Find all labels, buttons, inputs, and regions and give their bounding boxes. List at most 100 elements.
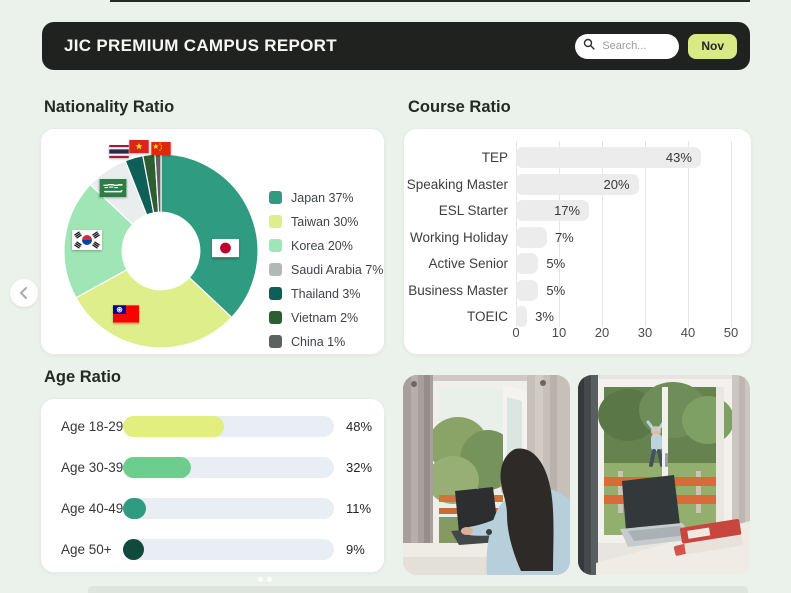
course-bar-value: 5% bbox=[546, 256, 566, 271]
age-bar-track bbox=[123, 416, 334, 437]
search-box[interactable] bbox=[575, 33, 680, 59]
thailand-flag-icon bbox=[109, 145, 129, 158]
course-bar-row: Working Holiday 7% bbox=[404, 226, 751, 248]
age-bar-fill bbox=[123, 416, 225, 437]
age-bar-track bbox=[123, 457, 334, 478]
donut-slice-taiwan bbox=[75, 268, 233, 349]
course-bar: 17% bbox=[516, 200, 590, 221]
header-bar: JIC PREMIUM CAMPUS REPORT Nov bbox=[42, 22, 750, 70]
course-bar: 43% bbox=[516, 147, 701, 168]
age-bar-fill bbox=[123, 498, 147, 519]
legend-item: Thailand 3% bbox=[269, 286, 383, 301]
chevron-left-icon bbox=[10, 287, 38, 310]
age-bar-label: Age 30-39 bbox=[61, 460, 124, 475]
age-bar-row: Age 40-49 11% bbox=[41, 498, 384, 519]
photo-window-desk-view bbox=[578, 375, 750, 575]
course-bar-value: 17% bbox=[554, 203, 581, 218]
course-bar-label: Speaking Master bbox=[406, 176, 508, 192]
month-button[interactable]: Nov bbox=[688, 33, 737, 59]
course-bar-label: Working Holiday bbox=[409, 229, 508, 245]
course-bar-row: Business Master 5% bbox=[404, 279, 751, 301]
course-axis-tick: 40 bbox=[680, 325, 696, 340]
course-bar-label: ESL Starter bbox=[438, 203, 508, 218]
course-bar bbox=[516, 253, 539, 274]
course-bar-value: 7% bbox=[554, 229, 574, 245]
course-bar-label: TEP bbox=[481, 150, 508, 165]
course-bar-label: TOEIC bbox=[466, 309, 508, 324]
age-bar-row: Age 50+ 9% bbox=[41, 539, 384, 560]
course-gridline bbox=[559, 141, 560, 327]
age-bar-row: Age 30-39 32% bbox=[41, 457, 384, 478]
legend-item: Vietnam 2% bbox=[269, 311, 383, 325]
course-gridline bbox=[602, 141, 603, 327]
search-input[interactable] bbox=[600, 39, 675, 53]
age-bar-label: Age 18-29 bbox=[61, 419, 124, 434]
legend-label: Taiwan 30% bbox=[291, 214, 359, 229]
age-bar-label: Age 40-49 bbox=[61, 501, 124, 516]
course-bar-row: TEP 43% bbox=[404, 147, 751, 168]
vietnam-flag-icon bbox=[129, 140, 149, 153]
course-axis-tick: 10 bbox=[551, 325, 567, 340]
age-section-title: Age Ratio bbox=[44, 368, 122, 386]
legend-label: Japan 37% bbox=[291, 190, 354, 205]
course-axis-tick: 0 bbox=[512, 325, 520, 340]
age-bar-track bbox=[123, 539, 334, 560]
age-bar-label: Age 50+ bbox=[61, 542, 112, 557]
course-bar-value: 3% bbox=[535, 309, 554, 324]
japan-flag-icon bbox=[212, 238, 239, 258]
nationality-legend: Japan 37% Taiwan 30% Korea 20% Saudi Arabia… bbox=[269, 191, 383, 359]
legend-label: Korea 20% bbox=[291, 238, 353, 253]
legend-item: Saudi Arabia 7% bbox=[269, 262, 384, 277]
legend-swatch bbox=[269, 263, 282, 276]
course-bar bbox=[516, 226, 547, 248]
course-bar: 20% bbox=[516, 173, 639, 195]
legend-label: China 1% bbox=[291, 334, 346, 349]
course-card: 0 10 20 30 40 50 TEP 43% Speaking Master 20% ESL S… bbox=[403, 128, 752, 355]
age-bar-track bbox=[123, 498, 334, 519]
photo-student-by-window bbox=[403, 375, 570, 575]
course-bar-value: 20% bbox=[603, 176, 630, 192]
age-bar-value: 48% bbox=[346, 419, 373, 434]
donut-slice-japan bbox=[160, 153, 259, 319]
page-title: JIC PREMIUM CAMPUS REPORT bbox=[64, 36, 337, 55]
search-icon bbox=[583, 37, 596, 55]
age-chart: Age 18-29 48% Age 30-39 32% Age 40-49 11% Age … bbox=[41, 399, 384, 572]
korea-flag-icon bbox=[72, 230, 102, 250]
legend-label: Saudi Arabia 7% bbox=[291, 262, 384, 277]
legend-item: Korea 20% bbox=[269, 238, 383, 253]
course-bar-row: ESL Starter 17% bbox=[404, 200, 751, 221]
course-section-title: Course Ratio bbox=[408, 98, 511, 116]
legend-item: China 1% bbox=[269, 334, 383, 349]
course-axis-tick: 20 bbox=[594, 325, 610, 340]
course-gridline bbox=[645, 141, 646, 327]
nationality-donut bbox=[63, 153, 259, 349]
age-bar-row: Age 18-29 48% bbox=[41, 416, 384, 437]
legend-swatch bbox=[269, 287, 282, 300]
age-card: Age 18-29 48% Age 30-39 32% Age 40-49 11% Age … bbox=[40, 398, 385, 573]
legend-item: Japan 37% bbox=[269, 190, 383, 205]
course-bar-row: Speaking Master 20% bbox=[404, 173, 751, 195]
course-gridline bbox=[688, 141, 689, 327]
nationality-card: Japan 37% Taiwan 30% Korea 20% Saudi Arabia… bbox=[40, 128, 385, 355]
course-bar bbox=[516, 279, 539, 301]
legend-swatch bbox=[269, 215, 282, 228]
age-bar-value: 9% bbox=[346, 542, 365, 557]
age-bar-fill bbox=[123, 457, 191, 478]
course-gridline bbox=[731, 141, 732, 327]
course-bar-row: TOEIC 3% bbox=[404, 306, 751, 327]
legend-swatch bbox=[269, 239, 282, 252]
course-chart: 0 10 20 30 40 50 TEP 43% Speaking Master 20% ESL S… bbox=[404, 129, 751, 354]
pagination-dot bbox=[258, 577, 263, 582]
course-bar-label: Active Senior bbox=[428, 256, 508, 271]
legend-swatch bbox=[269, 311, 282, 324]
age-bar-value: 32% bbox=[346, 460, 373, 475]
legend-swatch bbox=[269, 191, 282, 204]
course-bar-value: 43% bbox=[665, 150, 692, 165]
legend-label: Thailand 3% bbox=[291, 286, 361, 301]
carousel-prev-button[interactable] bbox=[10, 279, 38, 307]
pagination-dot bbox=[267, 577, 272, 582]
taiwan-flag-icon bbox=[113, 305, 139, 323]
age-bar-fill bbox=[123, 539, 144, 560]
legend-swatch bbox=[269, 335, 282, 348]
